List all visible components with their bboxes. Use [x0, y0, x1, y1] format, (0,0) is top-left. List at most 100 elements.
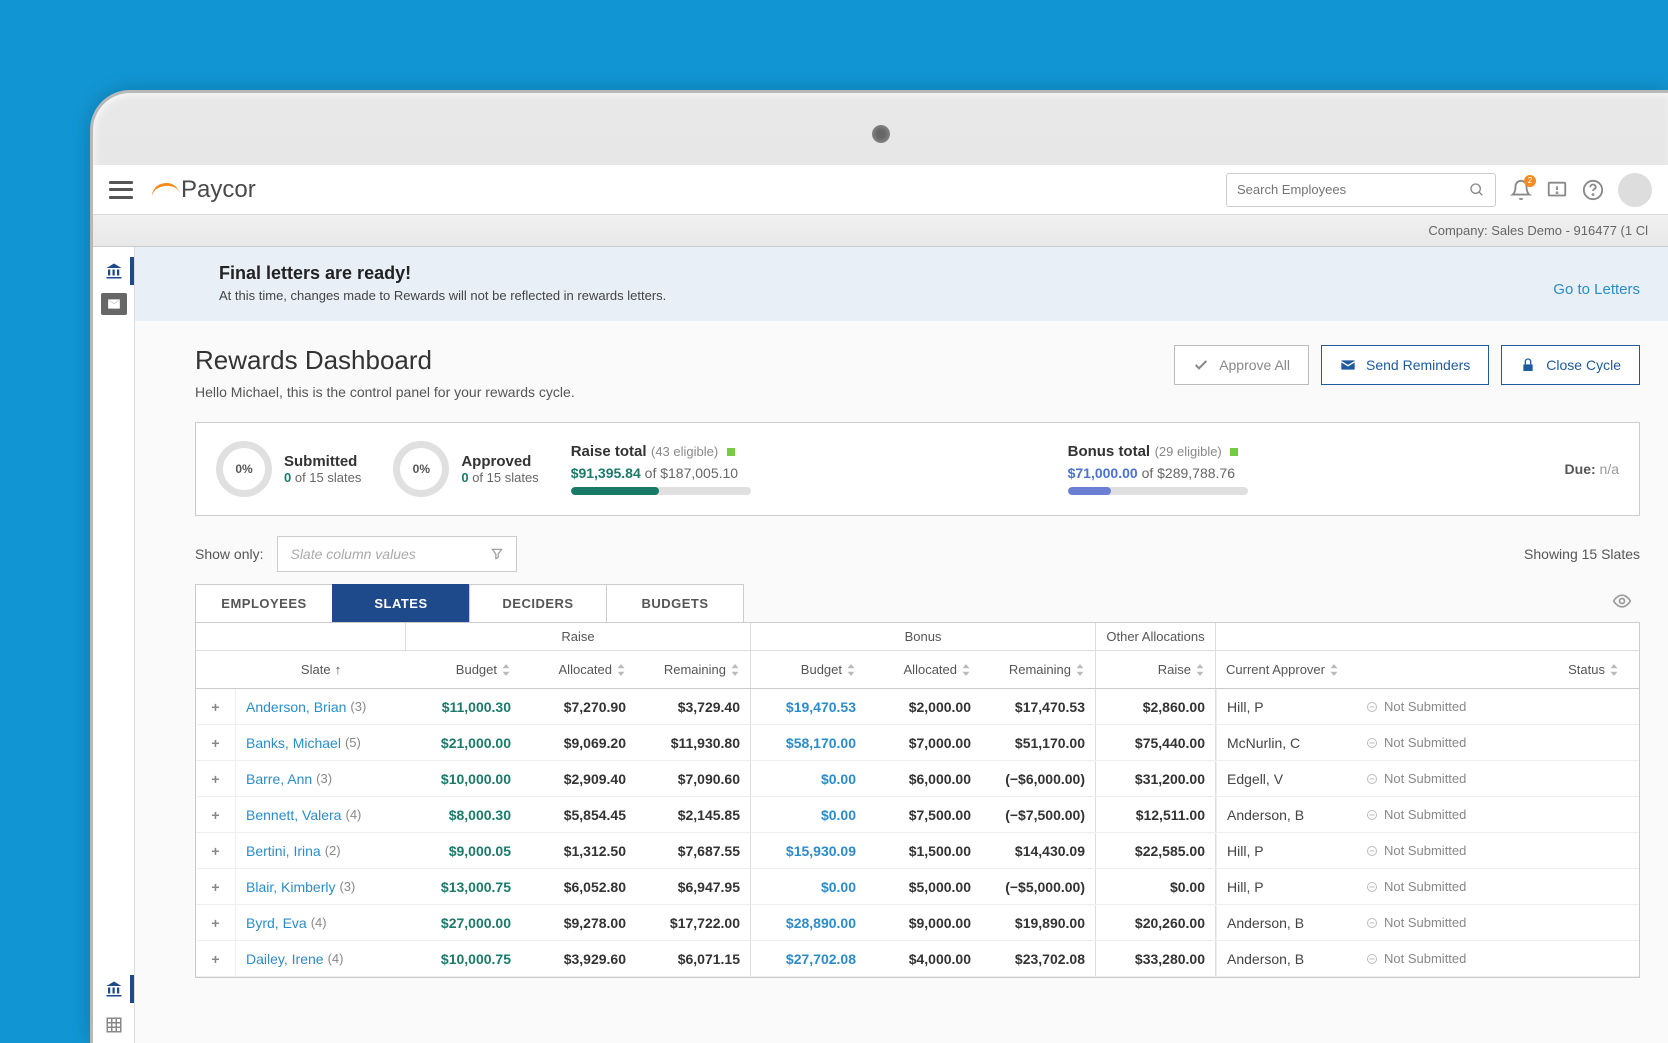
- status-icon: [1366, 809, 1378, 821]
- messages-button[interactable]: [1546, 179, 1568, 201]
- status-icon: [1366, 917, 1378, 929]
- sidenav-item-bank[interactable]: [93, 253, 134, 289]
- expand-button[interactable]: +: [196, 941, 236, 976]
- slate-name-link[interactable]: Dailey, Irene: [246, 951, 324, 967]
- approver: Anderson, B: [1216, 797, 1356, 832]
- col-slate[interactable]: Slate ↑: [236, 651, 406, 688]
- other-raise: $2,860.00: [1096, 689, 1216, 724]
- bonus-budget: $0.00: [751, 761, 866, 796]
- slate-name-link[interactable]: Banks, Michael: [246, 735, 341, 751]
- raise-allocated: $5,854.45: [521, 797, 636, 832]
- user-avatar[interactable]: [1618, 173, 1652, 207]
- raise-allocated: $9,069.20: [521, 725, 636, 760]
- banner-link[interactable]: Go to Letters: [1553, 263, 1640, 298]
- submitted-gauge: 0%: [216, 441, 272, 497]
- bonus-budget: $15,930.09: [751, 833, 866, 868]
- approver: Anderson, B: [1216, 941, 1356, 976]
- expand-button[interactable]: +: [196, 905, 236, 940]
- raise-remaining: $3,729.40: [636, 689, 751, 724]
- notifications-button[interactable]: 2: [1510, 179, 1532, 201]
- status: Not Submitted: [1356, 869, 1639, 904]
- envelope-icon: [1340, 357, 1356, 373]
- tab-slates[interactable]: SLATES: [332, 584, 470, 622]
- tab-employees[interactable]: EMPLOYEES: [195, 584, 333, 622]
- menu-button[interactable]: [109, 181, 133, 199]
- col-bonus-remaining[interactable]: Remaining: [981, 651, 1096, 688]
- approver: McNurlin, C: [1216, 725, 1356, 760]
- raise-budget: $10,000.00: [406, 761, 521, 796]
- slate-name-link[interactable]: Bennett, Valera: [246, 807, 341, 823]
- raise-remaining: $2,145.85: [636, 797, 751, 832]
- help-button[interactable]: [1582, 179, 1604, 201]
- bonus-remaining: (−$7,500.00): [981, 797, 1096, 832]
- approve-all-button[interactable]: Approve All: [1174, 345, 1309, 385]
- bonus-remaining: $19,890.00: [981, 905, 1096, 940]
- bonus-budget: $58,170.00: [751, 725, 866, 760]
- raise-allocated: $7,270.90: [521, 689, 636, 724]
- slate-name-link[interactable]: Barre, Ann: [246, 771, 312, 787]
- table-row: +Barre, Ann(3)$10,000.00$2,909.40$7,090.…: [196, 761, 1639, 797]
- other-raise: $20,260.00: [1096, 905, 1216, 940]
- raise-allocated: $9,278.00: [521, 905, 636, 940]
- slates-table: Raise Bonus Other Allocations Slate ↑ Bu…: [195, 622, 1640, 978]
- col-raise-budget[interactable]: Budget: [406, 651, 521, 688]
- sidenav-item-mail[interactable]: [101, 293, 127, 315]
- eye-icon: [1612, 591, 1632, 611]
- approved-label: Approved: [461, 453, 538, 470]
- expand-button[interactable]: +: [196, 797, 236, 832]
- send-reminders-button[interactable]: Send Reminders: [1321, 345, 1489, 385]
- filter-select[interactable]: Slate column values: [277, 536, 517, 572]
- bonus-remaining: $17,470.53: [981, 689, 1096, 724]
- close-cycle-button[interactable]: Close Cycle: [1501, 345, 1640, 385]
- sidenav-item-bank-lower[interactable]: [93, 971, 134, 1007]
- slate-name-link[interactable]: Anderson, Brian: [246, 699, 346, 715]
- col-bonus-budget[interactable]: Budget: [751, 651, 866, 688]
- col-status[interactable]: Status: [1356, 651, 1639, 688]
- visibility-toggle[interactable]: [1612, 591, 1632, 616]
- raise-remaining: $17,722.00: [636, 905, 751, 940]
- raise-budget: $10,000.75: [406, 941, 521, 976]
- showing-count: Showing 15 Slates: [1524, 546, 1640, 562]
- expand-button[interactable]: +: [196, 869, 236, 904]
- slate-name-link[interactable]: Byrd, Eva: [246, 915, 307, 931]
- tab-budgets[interactable]: BUDGETS: [606, 584, 744, 622]
- bonus-remaining: $14,430.09: [981, 833, 1096, 868]
- col-approver[interactable]: Current Approver: [1216, 651, 1356, 688]
- logo-text: Paycor: [181, 176, 256, 204]
- other-raise: $0.00: [1096, 869, 1216, 904]
- filter-label: Show only:: [195, 546, 263, 562]
- slate-name-link[interactable]: Blair, Kimberly: [246, 879, 335, 895]
- search-icon: [1469, 182, 1485, 198]
- slate-name-link[interactable]: Bertini, Irina: [246, 843, 321, 859]
- search-field[interactable]: [1237, 182, 1469, 197]
- bonus-allocated: $9,000.00: [866, 905, 981, 940]
- col-bonus-allocated[interactable]: Allocated: [866, 651, 981, 688]
- col-other-raise[interactable]: Raise: [1096, 651, 1216, 688]
- search-input[interactable]: [1226, 173, 1496, 207]
- bonus-allocated: $7,500.00: [866, 797, 981, 832]
- company-label: Company: Sales Demo - 916477 (1 Cl: [1428, 223, 1648, 238]
- status-icon: [1366, 773, 1378, 785]
- approver: Hill, P: [1216, 833, 1356, 868]
- expand-button[interactable]: +: [196, 761, 236, 796]
- status: Not Submitted: [1356, 941, 1639, 976]
- submitted-label: Submitted: [284, 453, 361, 470]
- raise-remaining: $6,947.95: [636, 869, 751, 904]
- other-raise: $75,440.00: [1096, 725, 1216, 760]
- col-raise-remaining[interactable]: Remaining: [636, 651, 751, 688]
- table-row: +Dailey, Irene(4)$10,000.75$3,929.60$6,0…: [196, 941, 1639, 977]
- expand-button[interactable]: +: [196, 725, 236, 760]
- col-raise-allocated[interactable]: Allocated: [521, 651, 636, 688]
- bonus-allocated: $5,000.00: [866, 869, 981, 904]
- table-row: +Banks, Michael(5)$21,000.00$9,069.20$11…: [196, 725, 1639, 761]
- approver: Hill, P: [1216, 689, 1356, 724]
- approver: Hill, P: [1216, 869, 1356, 904]
- tab-deciders[interactable]: DECIDERS: [469, 584, 607, 622]
- approver: Anderson, B: [1216, 905, 1356, 940]
- due-block: Due: n/a: [1565, 461, 1619, 477]
- expand-button[interactable]: +: [196, 833, 236, 868]
- status-icon: [1366, 737, 1378, 749]
- expand-button[interactable]: +: [196, 689, 236, 724]
- sidenav-item-grid[interactable]: [93, 1007, 134, 1043]
- status-icon: [1366, 881, 1378, 893]
